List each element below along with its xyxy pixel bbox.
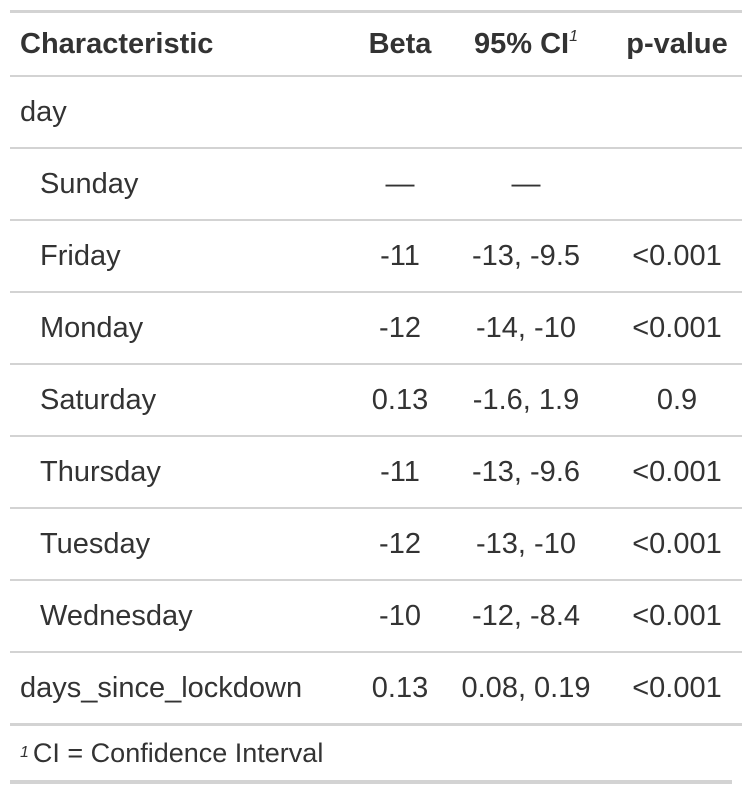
cell-ci: -1.6, 1.9: [440, 364, 612, 437]
cell-pvalue: <0.001: [612, 580, 742, 653]
regression-table-container: Characteristic Beta 95% CI1 p-value day …: [10, 10, 742, 784]
header-pvalue: p-value: [626, 27, 728, 60]
row-label: Saturday: [10, 364, 360, 437]
group-row-day: day: [10, 76, 742, 149]
cell-beta: -12: [360, 508, 440, 581]
table-row: Thursday -11 -13, -9.6 <0.001: [10, 436, 742, 509]
table-row: Monday -12 -14, -10 <0.001: [10, 292, 742, 365]
table-footnote: 1 CI = Confidence Interval: [10, 726, 732, 784]
table-row: Sunday — —: [10, 148, 742, 221]
cell-beta: 0.13: [360, 364, 440, 437]
cell-pvalue: <0.001: [612, 220, 742, 293]
header-ci: 95% CI1: [440, 12, 612, 77]
cell-ci: —: [440, 148, 612, 221]
header-ci-footnote-mark: 1: [569, 27, 578, 45]
row-label: days_since_lockdown: [10, 652, 360, 726]
table-row: Saturday 0.13 -1.6, 1.9 0.9: [10, 364, 742, 437]
table-row: Tuesday -12 -13, -10 <0.001: [10, 508, 742, 581]
cell-pvalue: [612, 76, 742, 149]
table-header: Characteristic Beta 95% CI1 p-value: [10, 11, 742, 77]
cell-ci: -14, -10: [440, 292, 612, 365]
cell-pvalue: [612, 148, 742, 221]
cell-ci: 0.08, 0.19: [440, 652, 612, 726]
regression-table: Characteristic Beta 95% CI1 p-value day …: [10, 10, 742, 726]
cell-beta: [360, 76, 440, 149]
row-label: Tuesday: [10, 508, 360, 581]
cell-ci: -12, -8.4: [440, 580, 612, 653]
table-row-days-since-lockdown: days_since_lockdown 0.13 0.08, 0.19 <0.0…: [10, 652, 742, 726]
cell-ci: -13, -9.6: [440, 436, 612, 509]
cell-beta: -10: [360, 580, 440, 653]
row-label: Thursday: [10, 436, 360, 509]
cell-beta: -11: [360, 436, 440, 509]
cell-pvalue: <0.001: [612, 436, 742, 509]
group-label-day: day: [10, 76, 360, 149]
cell-ci: -13, -9.5: [440, 220, 612, 293]
header-characteristic: Characteristic: [20, 27, 214, 60]
cell-beta: —: [360, 148, 440, 221]
header-beta: Beta: [368, 27, 432, 60]
table-row: Wednesday -10 -12, -8.4 <0.001: [10, 580, 742, 653]
cell-beta: 0.13: [360, 652, 440, 726]
row-label: Monday: [10, 292, 360, 365]
cell-ci: [440, 76, 612, 149]
cell-pvalue: 0.9: [612, 364, 742, 437]
header-row: Characteristic Beta 95% CI1 p-value: [10, 11, 742, 77]
cell-pvalue: <0.001: [612, 652, 742, 726]
cell-ci: -13, -10: [440, 508, 612, 581]
table-row: Friday -11 -13, -9.5 <0.001: [10, 220, 742, 293]
cell-beta: -12: [360, 292, 440, 365]
cell-beta: -11: [360, 220, 440, 293]
header-ci-label: 95% CI: [473, 27, 570, 60]
table-body: day Sunday — — Friday -11 -13, -9.5 <0.0…: [10, 76, 742, 726]
cell-pvalue: <0.001: [612, 508, 742, 581]
row-label: Friday: [10, 220, 360, 293]
row-label: Wednesday: [10, 580, 360, 653]
row-label: Sunday: [10, 148, 360, 221]
footnote-text: CI = Confidence Interval: [32, 737, 324, 768]
cell-pvalue: <0.001: [612, 292, 742, 365]
